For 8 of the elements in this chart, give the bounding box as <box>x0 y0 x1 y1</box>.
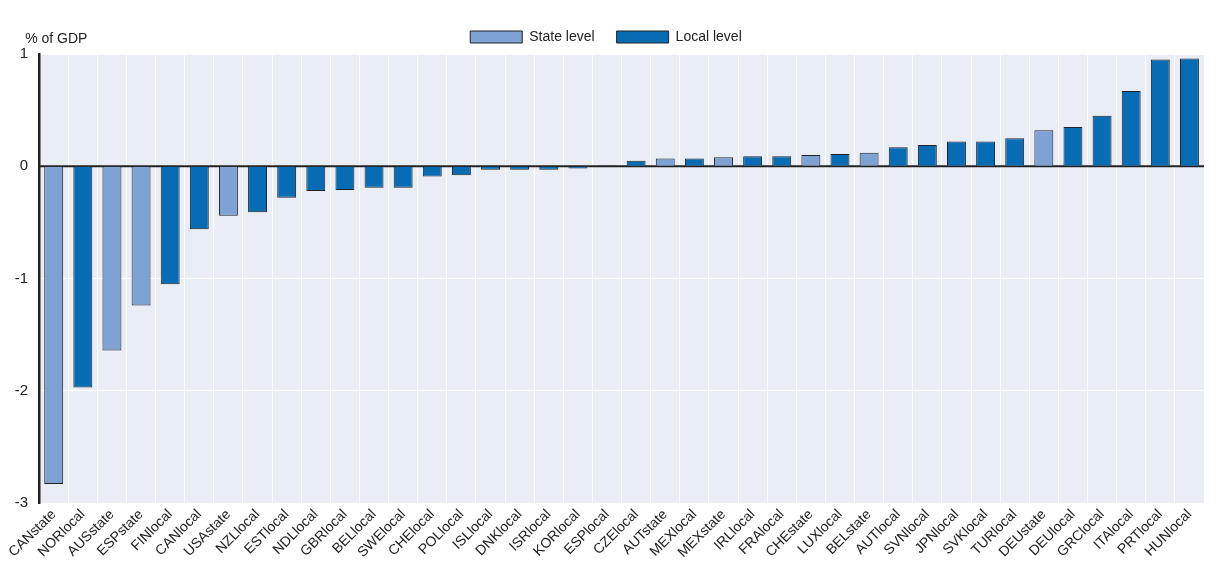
y-tick-label: 0 <box>19 156 29 174</box>
legend-label: Local level <box>675 27 742 44</box>
y-tick-label: -3 <box>14 493 29 511</box>
y-axis-title: % of GDP <box>25 29 88 46</box>
legend-label: State level <box>529 27 595 44</box>
y-tick-label: -1 <box>14 268 29 286</box>
y-tick-label: 1 <box>19 44 29 62</box>
y-tick-label: -2 <box>14 381 29 399</box>
